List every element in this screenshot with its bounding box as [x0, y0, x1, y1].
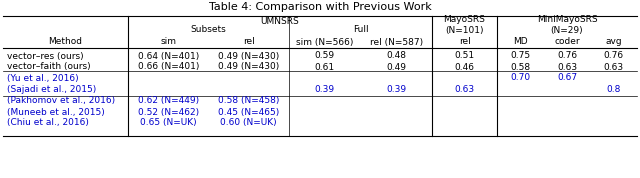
Text: 0.70: 0.70: [510, 74, 531, 82]
Text: 0.8: 0.8: [607, 85, 621, 93]
Text: 0.59: 0.59: [315, 51, 335, 61]
Text: Table 4: Comparison with Previous Work: Table 4: Comparison with Previous Work: [209, 2, 431, 12]
Text: sim: sim: [160, 38, 176, 46]
Text: (Sajadi et al., 2015): (Sajadi et al., 2015): [7, 85, 96, 93]
Text: 0.63: 0.63: [557, 62, 577, 72]
Text: 0.49 (N=430): 0.49 (N=430): [218, 62, 280, 72]
Text: 0.46: 0.46: [454, 62, 474, 72]
Text: 0.39: 0.39: [315, 85, 335, 93]
Text: 0.62 (N=449): 0.62 (N=449): [138, 96, 199, 106]
Text: 0.75: 0.75: [510, 51, 531, 61]
Text: Full: Full: [353, 25, 368, 35]
Text: rel: rel: [243, 38, 255, 46]
Text: rel (N=587): rel (N=587): [370, 38, 423, 46]
Text: 0.61: 0.61: [315, 62, 335, 72]
Text: Subsets: Subsets: [191, 25, 227, 35]
Text: 0.39: 0.39: [386, 85, 406, 93]
Text: 0.63: 0.63: [454, 85, 475, 93]
Text: MD: MD: [513, 38, 527, 46]
Text: 0.58 (N=458): 0.58 (N=458): [218, 96, 280, 106]
Text: 0.64 (N=401): 0.64 (N=401): [138, 51, 199, 61]
Text: vector–res (ours): vector–res (ours): [7, 51, 84, 61]
Text: rel: rel: [459, 38, 470, 46]
Text: 0.66 (N=401): 0.66 (N=401): [138, 62, 199, 72]
Text: MiniMayoSRS
(N=29): MiniMayoSRS (N=29): [537, 15, 597, 35]
Text: 0.51: 0.51: [454, 51, 475, 61]
Text: 0.76: 0.76: [604, 51, 624, 61]
Text: 0.67: 0.67: [557, 74, 577, 82]
Text: Method: Method: [49, 38, 83, 46]
Text: 0.65 (N=UK): 0.65 (N=UK): [140, 119, 196, 127]
Text: 0.52 (N=462): 0.52 (N=462): [138, 108, 199, 116]
Text: (Yu et al., 2016): (Yu et al., 2016): [7, 74, 79, 82]
Text: 0.60 (N=UK): 0.60 (N=UK): [220, 119, 277, 127]
Text: 0.49: 0.49: [387, 62, 406, 72]
Text: 0.63: 0.63: [604, 62, 624, 72]
Text: sim (N=566): sim (N=566): [296, 38, 353, 46]
Text: (Pakhomov et al., 2016): (Pakhomov et al., 2016): [7, 96, 115, 106]
Text: (Muneeb et al., 2015): (Muneeb et al., 2015): [7, 108, 105, 116]
Text: 0.48: 0.48: [387, 51, 406, 61]
Text: 0.45 (N=465): 0.45 (N=465): [218, 108, 280, 116]
Text: coder: coder: [554, 38, 580, 46]
Text: MayoSRS
(N=101): MayoSRS (N=101): [444, 15, 485, 35]
Text: 0.49 (N=430): 0.49 (N=430): [218, 51, 280, 61]
Text: avg: avg: [605, 38, 622, 46]
Text: vector–faith (ours): vector–faith (ours): [7, 62, 91, 72]
Text: UMNSRS: UMNSRS: [260, 17, 300, 27]
Text: 0.58: 0.58: [510, 62, 531, 72]
Text: (Chiu et al., 2016): (Chiu et al., 2016): [7, 119, 89, 127]
Text: 0.76: 0.76: [557, 51, 577, 61]
